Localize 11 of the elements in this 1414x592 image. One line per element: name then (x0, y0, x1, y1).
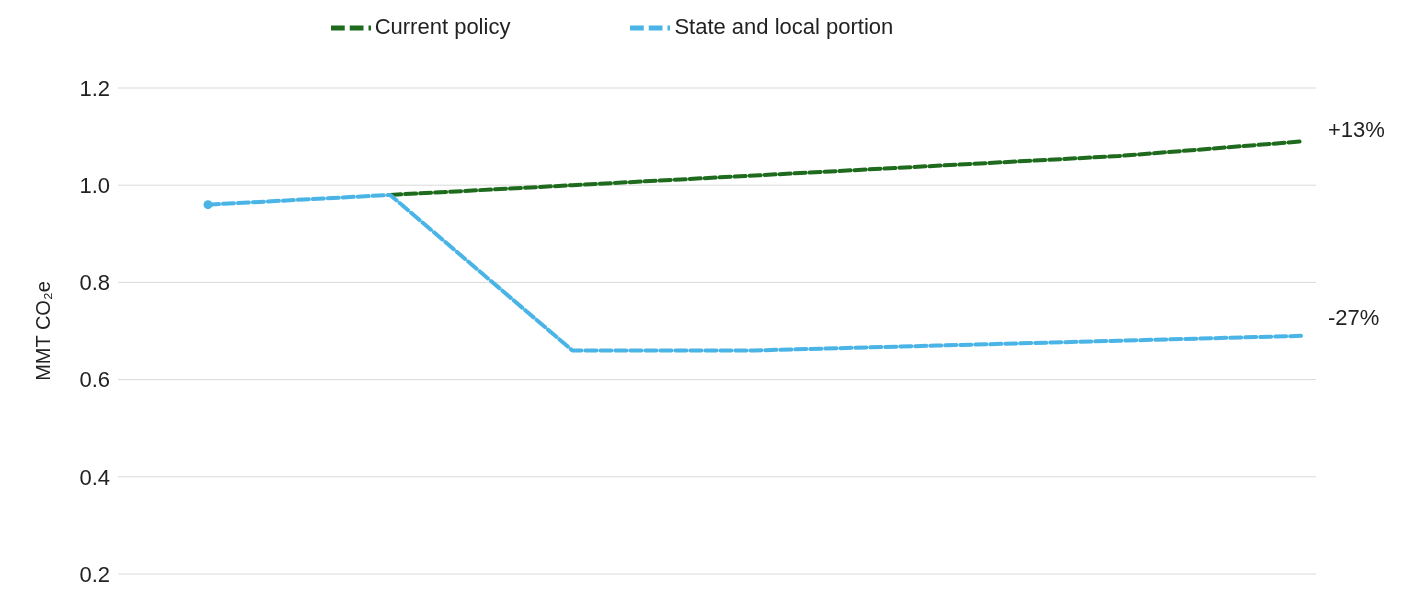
legend-label: State and local portion (674, 13, 894, 39)
text: -27% (1328, 304, 1380, 331)
y-tick-label: 1.0 (79, 173, 110, 199)
y-tick-label: 0.6 (79, 367, 110, 393)
y-tick-label: 0.8 (79, 270, 110, 296)
legend-label: Current policy (374, 13, 511, 39)
y-tick-label: 1.2 (79, 75, 110, 101)
y-axis-title: MMT CO₂e (32, 281, 55, 381)
y-tick-label: 0.4 (79, 464, 110, 490)
text: +13% (1328, 117, 1385, 144)
y-tick-label: 0.2 (79, 561, 110, 587)
